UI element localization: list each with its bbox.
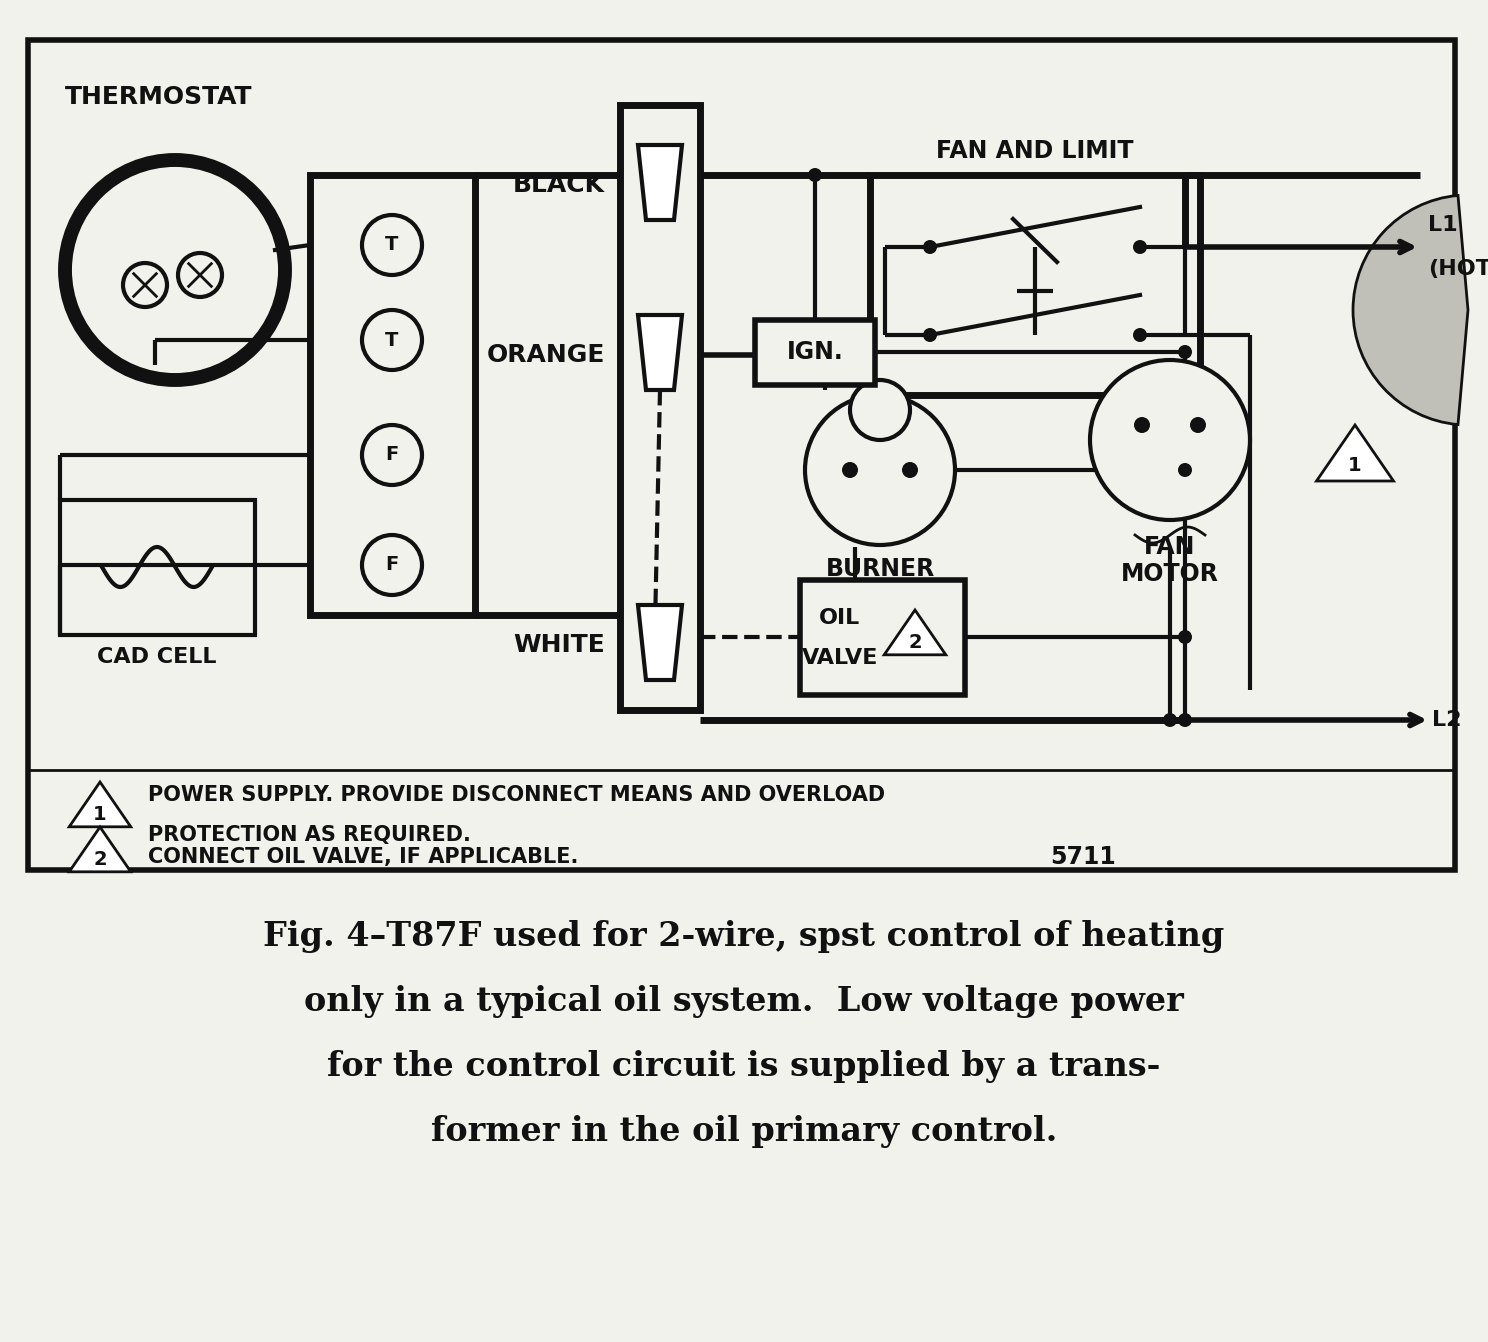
- Text: BLACK: BLACK: [513, 173, 606, 197]
- Circle shape: [1132, 240, 1147, 254]
- Circle shape: [1091, 360, 1250, 519]
- Circle shape: [842, 462, 859, 478]
- Circle shape: [902, 462, 918, 478]
- Text: FAN: FAN: [1144, 535, 1196, 560]
- Text: L1: L1: [1428, 215, 1458, 235]
- Circle shape: [1134, 417, 1150, 433]
- Polygon shape: [638, 605, 682, 680]
- Text: OIL: OIL: [820, 608, 860, 628]
- Text: CONNECT OIL VALVE, IF APPLICABLE.: CONNECT OIL VALVE, IF APPLICABLE.: [147, 847, 579, 867]
- Circle shape: [362, 215, 423, 275]
- Bar: [754, 319, 875, 385]
- Circle shape: [850, 380, 911, 440]
- Circle shape: [1178, 345, 1192, 360]
- Circle shape: [1178, 629, 1192, 644]
- Circle shape: [179, 254, 222, 297]
- Polygon shape: [638, 145, 682, 220]
- Text: L2: L2: [1431, 710, 1461, 730]
- Circle shape: [1132, 327, 1147, 342]
- Text: Fig. 4–T87F used for 2-wire, spst control of heating: Fig. 4–T87F used for 2-wire, spst contro…: [263, 921, 1225, 953]
- Text: FAN AND LIMIT: FAN AND LIMIT: [936, 140, 1134, 162]
- Circle shape: [808, 168, 821, 183]
- Polygon shape: [1317, 425, 1393, 480]
- Bar: [801, 580, 966, 695]
- Text: former in the oil primary control.: former in the oil primary control.: [432, 1115, 1056, 1147]
- Text: F: F: [385, 446, 399, 464]
- Text: F: F: [385, 556, 399, 574]
- Circle shape: [362, 425, 423, 484]
- Text: THERMOSTAT: THERMOSTAT: [65, 85, 253, 109]
- Polygon shape: [884, 611, 946, 655]
- Text: only in a typical oil system.  Low voltage power: only in a typical oil system. Low voltag…: [304, 985, 1184, 1019]
- Text: 1: 1: [94, 805, 107, 824]
- Circle shape: [1164, 713, 1177, 727]
- Text: 2: 2: [94, 849, 107, 868]
- Text: BURNER: BURNER: [826, 557, 934, 581]
- Circle shape: [65, 160, 286, 380]
- Circle shape: [805, 395, 955, 545]
- Circle shape: [1190, 417, 1205, 433]
- Bar: [310, 174, 475, 615]
- Bar: [60, 501, 254, 635]
- Text: T: T: [385, 330, 399, 349]
- Text: WHITE: WHITE: [513, 633, 606, 658]
- Text: VALVE: VALVE: [802, 648, 878, 668]
- Circle shape: [362, 310, 423, 370]
- Bar: [28, 40, 1455, 870]
- Text: MOTOR: MOTOR: [1120, 562, 1219, 586]
- Wedge shape: [1353, 196, 1469, 424]
- Text: ORANGE: ORANGE: [487, 344, 606, 366]
- Text: for the control circuit is supplied by a trans-: for the control circuit is supplied by a…: [327, 1049, 1161, 1083]
- Circle shape: [923, 240, 937, 254]
- Circle shape: [1178, 713, 1192, 727]
- Bar: [620, 105, 699, 710]
- Text: POWER SUPPLY. PROVIDE DISCONNECT MEANS AND OVERLOAD: POWER SUPPLY. PROVIDE DISCONNECT MEANS A…: [147, 785, 885, 805]
- Text: (HOT): (HOT): [1428, 259, 1488, 279]
- Text: IGN.: IGN.: [787, 340, 844, 364]
- Circle shape: [362, 535, 423, 595]
- Circle shape: [1178, 463, 1192, 476]
- Text: 1: 1: [1348, 456, 1362, 475]
- Bar: [870, 174, 1199, 395]
- Text: CAD CELL: CAD CELL: [97, 647, 217, 667]
- Text: PROTECTION AS REQUIRED.: PROTECTION AS REQUIRED.: [147, 825, 470, 845]
- Text: 5711: 5711: [1051, 845, 1116, 870]
- Circle shape: [923, 327, 937, 342]
- Text: T: T: [385, 235, 399, 255]
- Polygon shape: [638, 315, 682, 391]
- Text: 2: 2: [908, 632, 921, 652]
- Polygon shape: [70, 782, 131, 827]
- Circle shape: [124, 263, 167, 307]
- Polygon shape: [70, 827, 131, 872]
